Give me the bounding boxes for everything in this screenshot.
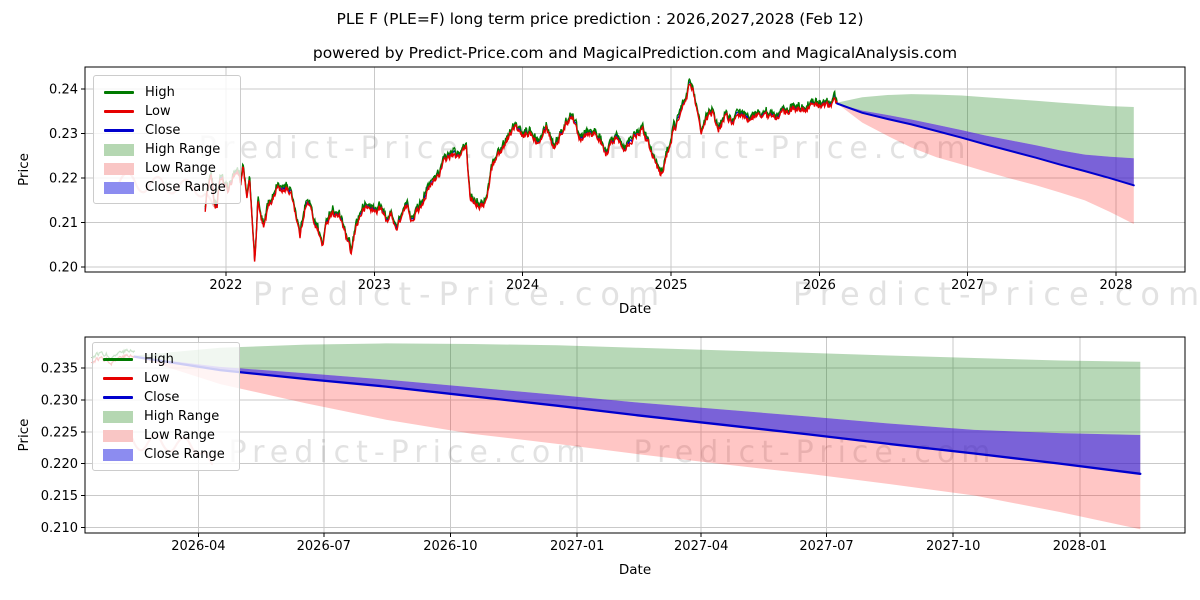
legend-line-swatch	[104, 110, 134, 113]
x-tick-label: 2023	[358, 278, 391, 293]
y-tick-label: 0.220	[41, 457, 78, 472]
legend-item-label: High	[144, 352, 174, 367]
legend-item-label: Close Range	[144, 447, 225, 462]
legend-patch-swatch	[103, 410, 133, 423]
legend-item-high: High	[104, 83, 240, 102]
legend-line-swatch	[104, 129, 134, 132]
tick-labels: 2022 2023 2024 2025 2026 2027 2028 0.20 0.21 0.22…	[49, 83, 1133, 293]
x-tick-label: 2027	[951, 278, 984, 293]
legend-item-high-range: High Range	[103, 407, 239, 426]
legend-line-swatch	[103, 377, 133, 380]
plot-border	[84, 336, 1186, 534]
y-tick-label: 0.20	[49, 261, 78, 276]
bottom-chart: Predict-Price.comPredict-Price.com2026-0…	[16, 336, 1186, 578]
legend-item-close-range: Close Range	[103, 445, 239, 464]
legend-item-label: Low Range	[145, 161, 216, 176]
tick-marks	[81, 367, 1081, 537]
figure-subtitle: powered by Predict-Price.com and Magical…	[312, 44, 958, 62]
close-prediction-line	[836, 102, 1135, 187]
y-tick-label: 0.215	[41, 489, 78, 504]
y-axis-label: Price	[16, 419, 32, 452]
figure-title: PLE F (PLE=F) long term price prediction…	[336, 10, 864, 28]
legend-item-low-range: Low Range	[104, 159, 240, 178]
y-tick-label: 0.230	[41, 394, 78, 409]
y-tick-label: 0.22	[49, 172, 78, 187]
x-tick-label: 2022	[209, 278, 242, 293]
x-tick-label: 2027-10	[926, 539, 980, 554]
plot-border	[84, 66, 1186, 273]
high-history-line	[204, 77, 838, 260]
legend-item-high-range: High Range	[104, 140, 240, 159]
low-range-band	[837, 103, 1134, 224]
legend-line-swatch	[104, 91, 134, 94]
watermark-row: Predict-Price.com Predict-Price.com	[253, 275, 1200, 313]
legend-item-low-range: Low Range	[103, 426, 239, 445]
plot-data	[91, 343, 1142, 530]
x-tick-label: 2026-10	[423, 539, 477, 554]
legend-item-label: Low Range	[144, 428, 215, 443]
legend-patch-swatch	[104, 162, 134, 175]
x-tick-label: 2028	[1099, 278, 1132, 293]
y-axis-label: Price	[16, 153, 32, 186]
x-tick-label: 2026	[803, 278, 836, 293]
watermark-text: Predict-Price.com	[793, 275, 1200, 313]
legend-item-close: Close	[103, 388, 239, 407]
legend-item-low: Low	[103, 369, 239, 388]
legend-item-label: Close Range	[145, 180, 226, 195]
tick-marks	[81, 88, 1117, 276]
bottom-chart-legend: High Low Close High Range Low Range Close Ran…	[92, 342, 240, 471]
y-tick-label: 0.24	[49, 83, 78, 98]
tick-labels: 2026-04 2026-07 2026-10 2027-01 2027-04 2027-…	[41, 362, 1107, 554]
x-tick-label: 2025	[654, 278, 687, 293]
legend-item-label: Close	[145, 123, 181, 138]
x-axis-label: Date	[619, 301, 651, 317]
legend-item-label: Low	[144, 371, 170, 386]
close-prediction-line	[133, 355, 1142, 475]
watermark-text: Predict-Price.com	[253, 275, 667, 313]
y-tick-label: 0.23	[49, 127, 78, 142]
high-range-band	[134, 343, 1141, 435]
legend-item-low: Low	[104, 102, 240, 121]
x-tick-label: 2027-07	[799, 539, 853, 554]
legend-line-swatch	[103, 396, 133, 399]
top-chart-legend: High Low Close High Range Low Range Close Ran…	[93, 75, 241, 204]
x-tick-label: 2026-07	[297, 539, 351, 554]
legend-item-close: Close	[104, 121, 240, 140]
x-tick-label: 2026-04	[171, 539, 225, 554]
legend-patch-swatch	[104, 181, 134, 194]
legend-patch-swatch	[104, 143, 134, 156]
legend-item-label: High Range	[145, 142, 221, 157]
legend-line-swatch	[103, 358, 133, 361]
legend-item-high: High	[103, 350, 239, 369]
x-tick-label: 2027-04	[674, 539, 728, 554]
x-tick-label: 2027-01	[550, 539, 604, 554]
plot-data	[204, 77, 1135, 262]
legend-patch-swatch	[103, 448, 133, 461]
y-tick-label: 0.21	[49, 216, 78, 231]
y-tick-label: 0.210	[41, 521, 78, 536]
x-axis-label: Date	[619, 562, 651, 578]
x-tick-label: 2024	[506, 278, 539, 293]
legend-item-label: Close	[144, 390, 180, 405]
low-history-line	[204, 83, 838, 262]
legend-item-label: High Range	[144, 409, 220, 424]
legend-item-close-range: Close Range	[104, 178, 240, 197]
y-tick-label: 0.235	[41, 362, 78, 377]
legend-patch-swatch	[103, 429, 133, 442]
y-tick-label: 0.225	[41, 425, 78, 440]
legend-item-label: Low	[145, 104, 171, 119]
legend-item-label: High	[145, 85, 175, 100]
low-range-band	[134, 356, 1141, 530]
high-range-band	[837, 94, 1134, 159]
watermark-text: Predict-Price.com	[229, 435, 592, 470]
x-tick-label: 2028-01	[1053, 539, 1107, 554]
